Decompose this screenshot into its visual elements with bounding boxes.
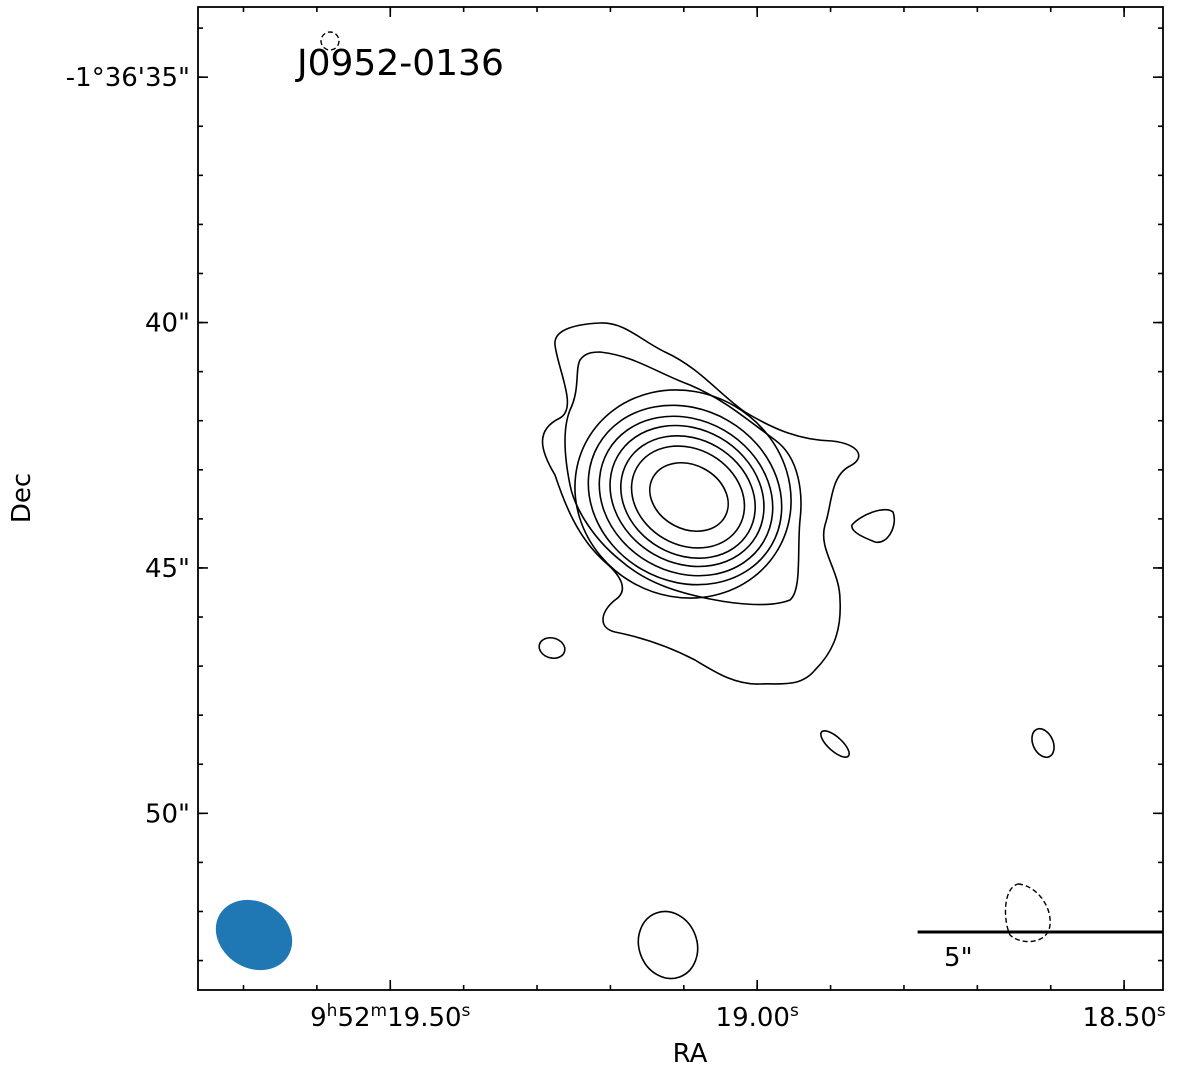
x-tick-label: 19.00s: [716, 1001, 799, 1033]
contour: [574, 389, 792, 599]
contour: [851, 508, 895, 543]
contour: [1031, 727, 1055, 759]
y-tick-label: 45": [145, 554, 190, 584]
beam: [215, 899, 293, 971]
y-tick-label: -1°36'35": [66, 63, 190, 93]
scale-bar-label: 5": [944, 943, 973, 973]
contour: [609, 424, 765, 568]
chart-title: J0952-0136: [295, 43, 504, 84]
plot-frame: [197, 6, 1164, 991]
contours: [320, 31, 1055, 980]
contour: [820, 730, 850, 758]
contour: [541, 322, 860, 685]
contour: [598, 415, 774, 577]
x-tick-label: 9h52m19.50s: [310, 1001, 470, 1033]
contour: [619, 434, 757, 560]
x-tick-label: 18.50s: [1082, 1001, 1165, 1033]
contour: [564, 351, 802, 606]
y-tick-label: 40": [145, 309, 190, 339]
contour: [538, 636, 566, 660]
contour: [649, 462, 729, 532]
x-axis-label: RA: [673, 1039, 708, 1066]
y-tick-label: 50": [145, 799, 190, 829]
contour: [587, 404, 783, 586]
contour: [630, 445, 746, 549]
negative-contour: [320, 31, 340, 51]
contour: [637, 910, 699, 980]
y-axis-label: Dec: [7, 473, 37, 523]
negative-contour: [1004, 883, 1051, 943]
